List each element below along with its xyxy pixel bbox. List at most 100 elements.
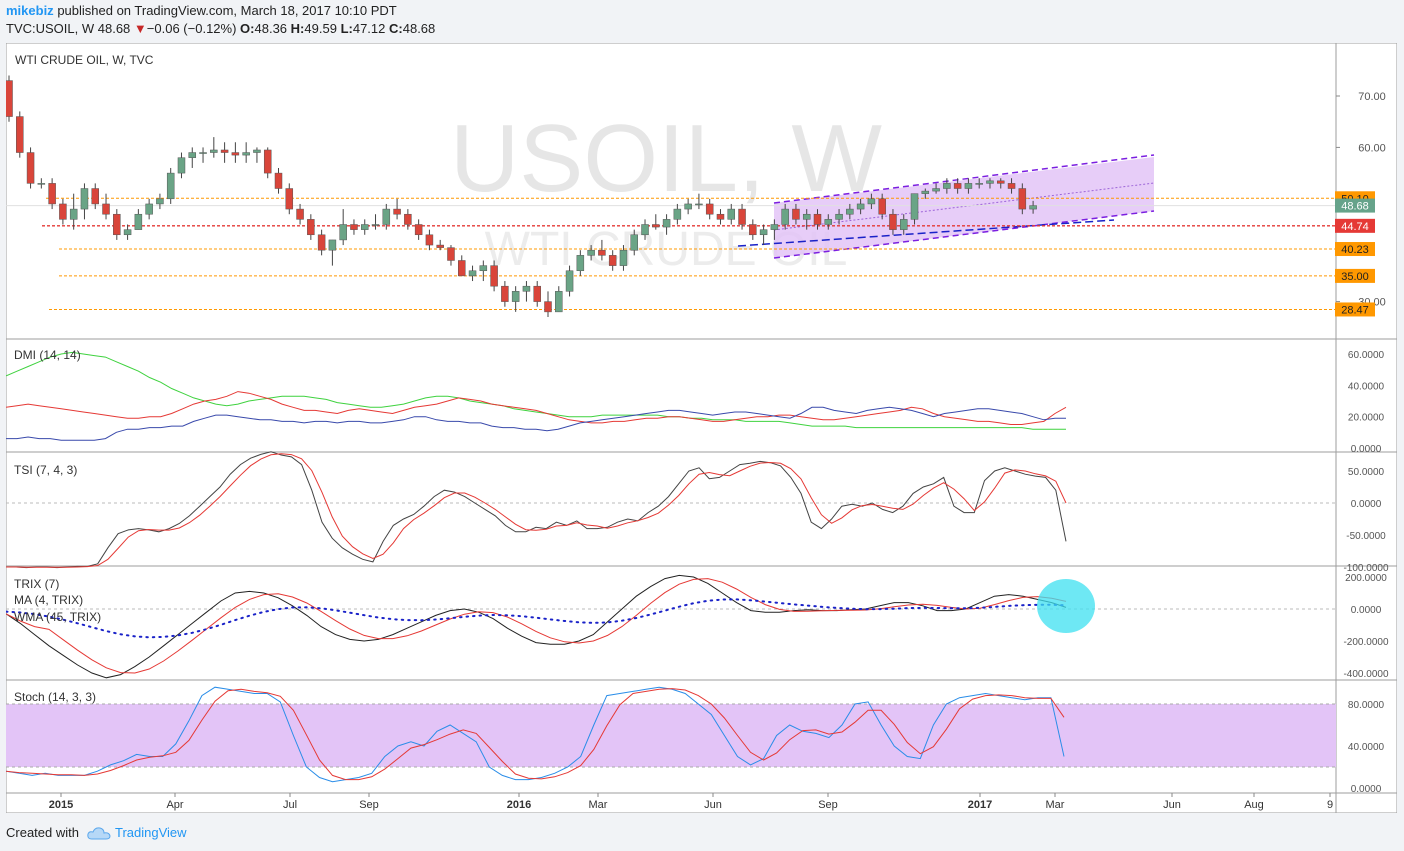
channel-fill xyxy=(774,157,1154,258)
candle-up xyxy=(468,270,477,277)
price-level-badge xyxy=(1335,242,1375,257)
stoch-tick-label: 0.0000 xyxy=(1351,784,1382,795)
candle-down xyxy=(91,188,99,205)
time-tick-label: Mar xyxy=(1046,799,1065,811)
candle-up xyxy=(188,152,197,158)
candle-up xyxy=(856,203,865,210)
candle-down xyxy=(738,208,746,225)
candle-up xyxy=(511,291,520,302)
candle-up xyxy=(630,234,638,251)
grid-layer xyxy=(6,43,1397,813)
dmi-title: DMI (14, 14) xyxy=(14,348,81,362)
candle-down xyxy=(113,213,121,236)
low-label: L: xyxy=(340,21,353,36)
down-arrow-icon: ▼ xyxy=(133,21,147,36)
price-level-badge xyxy=(1335,268,1375,283)
trix-title: TRIX (7) xyxy=(14,577,59,591)
candle-up xyxy=(1029,205,1037,210)
candle-down xyxy=(5,80,13,117)
channel-lower-line xyxy=(773,210,1155,259)
open-value: 48.36 xyxy=(254,21,288,36)
candle-up xyxy=(253,149,261,153)
candle-up xyxy=(328,239,337,251)
dmi-tick-label: 60.0000 xyxy=(1348,350,1385,361)
candle-up xyxy=(522,285,531,292)
chart-background xyxy=(5,42,1398,814)
last-price: 48.68 xyxy=(97,21,131,36)
time-tick-label: Mar xyxy=(589,799,608,811)
time-axis: 2015 Apr Jul Sep 2016 Mar Jun Sep 2017 Mar Jun Aug 9 xyxy=(49,793,1333,811)
candle-down xyxy=(878,198,886,215)
candle-up xyxy=(587,249,595,256)
chart-area[interactable]: USOIL, W WTI CRUDE OIL 70.0060.0030.0060… xyxy=(5,42,1398,814)
price-change: −0.06 (−0.12%) xyxy=(146,21,237,36)
candle-up xyxy=(360,224,369,230)
candle-down xyxy=(490,265,498,287)
candle-down xyxy=(404,213,412,225)
tradingview-link[interactable]: TradingView xyxy=(87,825,187,840)
candle-up xyxy=(975,183,983,185)
candle-up xyxy=(177,157,186,174)
candle-up xyxy=(846,208,854,215)
time-tick-label: 2016 xyxy=(507,799,531,811)
chart-header: mikebiz published on TradingView.com, Ma… xyxy=(6,2,435,38)
time-tick-label: Aug xyxy=(1244,799,1264,811)
price-level-label: 35.00 xyxy=(1341,271,1369,283)
tsi-line xyxy=(6,451,1067,569)
candle-up xyxy=(210,149,218,153)
quote-line: TVC:USOIL, W 48.68 ▼−0.06 (−0.12%) O:48.… xyxy=(6,20,435,38)
candle-up xyxy=(641,224,649,236)
candle-up xyxy=(770,224,779,230)
candle-down xyxy=(533,285,541,302)
candle-down xyxy=(544,301,552,313)
candle-down xyxy=(458,260,466,277)
candle-up xyxy=(759,229,768,236)
candle-down xyxy=(792,208,800,220)
time-tick-label: Sep xyxy=(359,799,379,811)
candle-up xyxy=(199,152,207,154)
price-level-badge xyxy=(1335,218,1375,233)
candle-down xyxy=(716,213,725,220)
candle-down xyxy=(16,116,24,153)
candle-down xyxy=(598,249,606,256)
price-level-label: 44.74 xyxy=(1341,221,1369,233)
open-label: O: xyxy=(240,21,255,36)
candle-up xyxy=(662,219,671,228)
candle-up xyxy=(932,188,940,192)
trix-tick-label: -200.0000 xyxy=(1343,637,1388,648)
candle-up xyxy=(576,255,585,272)
candle-down xyxy=(889,213,897,230)
candle-down xyxy=(220,149,229,153)
main-title: WTI CRUDE OIL, W, TVC xyxy=(15,53,154,67)
dmi-tick-label: 20.0000 xyxy=(1348,413,1385,424)
stoch-tick-label: 40.0000 xyxy=(1348,742,1385,753)
levels-layer xyxy=(6,197,1336,310)
candle-down xyxy=(1007,183,1016,189)
stoch-band xyxy=(6,704,1336,767)
trix-tick-label: -400.0000 xyxy=(1343,669,1388,680)
price-level-badge xyxy=(1335,198,1375,213)
candle-up xyxy=(166,172,175,200)
tsi-tick-label: -50.0000 xyxy=(1346,531,1386,542)
time-tick-label: Jun xyxy=(704,799,722,811)
candle-down xyxy=(705,203,714,215)
candle-up xyxy=(673,208,682,220)
candle-up xyxy=(921,190,930,194)
candle-up xyxy=(371,224,380,226)
author-link[interactable]: mikebiz xyxy=(6,3,54,18)
candle-up xyxy=(727,208,736,220)
candle-down xyxy=(274,172,283,189)
tsi-title: TSI (7, 4, 3) xyxy=(14,463,77,477)
time-tick-label: 9 xyxy=(1327,799,1333,811)
candle-down xyxy=(231,152,240,156)
candle-down xyxy=(414,224,423,236)
candle-up xyxy=(80,188,89,210)
candle-down xyxy=(501,285,509,302)
price-level-badge xyxy=(1335,302,1375,317)
candle-down xyxy=(997,180,1005,184)
candle-down xyxy=(1018,188,1027,210)
chart-svg[interactable]: USOIL, W WTI CRUDE OIL 70.0060.0030.0060… xyxy=(5,42,1398,814)
price-level-label: 28.47 xyxy=(1341,304,1369,316)
trix-tick-label: 0.0000 xyxy=(1351,605,1382,616)
dmi-adx-line xyxy=(5,351,1066,430)
